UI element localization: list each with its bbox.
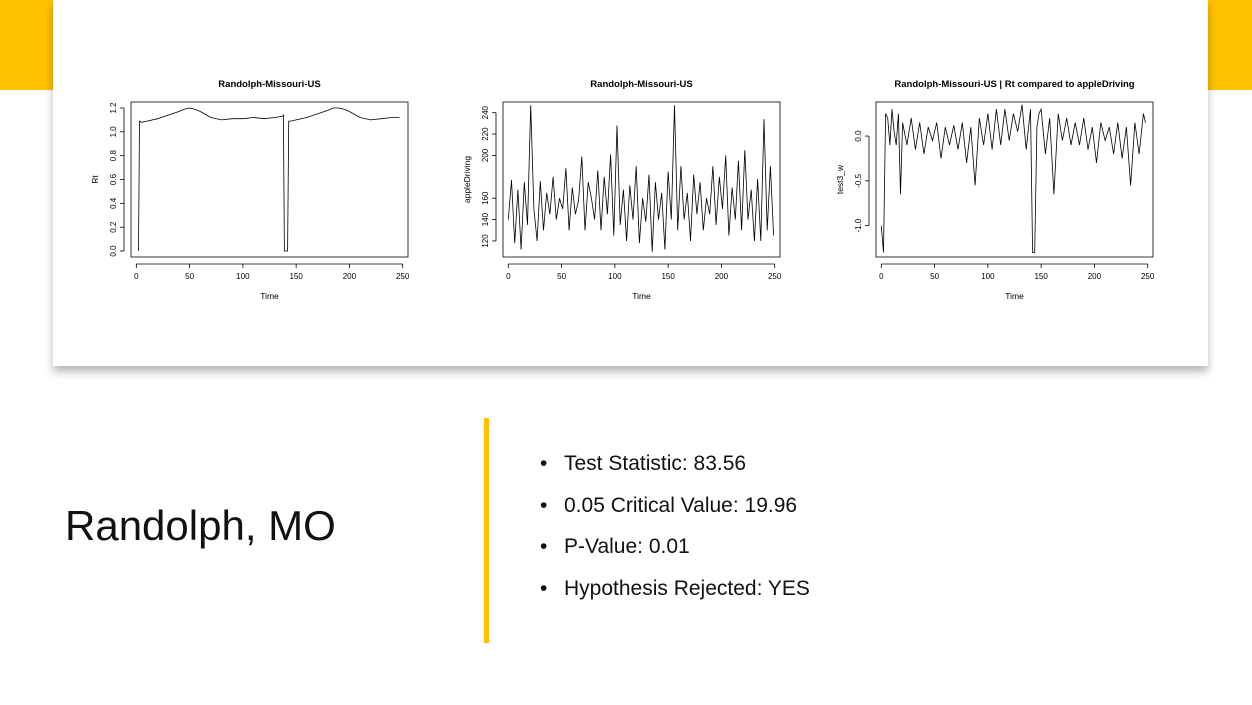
x-tick-label: 0 bbox=[879, 272, 884, 281]
stat-text: P-Value: 0.01 bbox=[564, 535, 690, 558]
x-axis-label: Time bbox=[260, 291, 279, 301]
chart-title: Randolph-Missouri-US | Rt compared to ap… bbox=[894, 79, 1134, 90]
x-tick-label: 0 bbox=[134, 272, 139, 281]
y-tick-label: -0.5 bbox=[854, 173, 863, 187]
x-axis-label: Time bbox=[1005, 291, 1024, 301]
y-tick-label: 0.0 bbox=[854, 130, 863, 142]
series-line bbox=[507, 105, 774, 252]
plot-frame bbox=[502, 101, 781, 258]
x-axis-label: Time bbox=[632, 291, 651, 301]
y-tick-label: 0.8 bbox=[109, 150, 118, 162]
x-tick-label: 150 bbox=[289, 272, 303, 281]
x-tick-label: 0 bbox=[506, 272, 511, 281]
stat-text: Test Statistic: 83.56 bbox=[564, 452, 747, 475]
bullet-icon: • bbox=[540, 535, 548, 558]
chart-rt-compared-svg: Randolph-Missouri-US | Rt compared to ap… bbox=[835, 79, 1155, 301]
y-tick-label: -1.0 bbox=[854, 218, 863, 232]
y-tick-label: 120 bbox=[481, 234, 490, 248]
y-tick-label: 140 bbox=[481, 212, 490, 226]
x-tick-label: 100 bbox=[608, 272, 622, 281]
bullet-icon: • bbox=[540, 452, 548, 475]
accent-bar-left bbox=[0, 0, 53, 90]
y-tick-label: 0.0 bbox=[109, 245, 118, 257]
chart-rt: Randolph-Missouri-US 0 50 100 150 200 250 Time 0… bbox=[83, 72, 428, 302]
y-tick-label: 0.2 bbox=[109, 221, 118, 233]
accent-bar-right bbox=[1208, 0, 1252, 90]
y-tick-label: 1.2 bbox=[109, 102, 118, 114]
stats-list: • Test Statistic: 83.56 • 0.05 Critical Va… bbox=[540, 452, 810, 618]
x-tick-label: 150 bbox=[1034, 272, 1048, 281]
chart-title: Randolph-Missouri-US bbox=[590, 79, 692, 90]
x-tick-label: 200 bbox=[715, 272, 729, 281]
x-tick-label: 50 bbox=[930, 272, 939, 281]
bullet-icon: • bbox=[540, 576, 548, 600]
place-title: Randolph, MO bbox=[65, 502, 336, 549]
x-tick-label: 50 bbox=[557, 272, 566, 281]
chart-title: Randolph-Missouri-US bbox=[218, 79, 320, 90]
y-axis-label: Rt bbox=[90, 175, 100, 184]
stat-text: Hypothesis Rejected: YES bbox=[564, 576, 810, 600]
stat-text: 0.05 Critical Value: 19.96 bbox=[564, 493, 798, 517]
bullet-icon: • bbox=[540, 493, 548, 517]
x-tick-label: 250 bbox=[1141, 272, 1155, 281]
y-tick-label: 0.6 bbox=[109, 173, 118, 185]
x-tick-label: 200 bbox=[343, 272, 357, 281]
chart-rt-compared: Randolph-Missouri-US | Rt compared to ap… bbox=[828, 72, 1173, 302]
divider-bar bbox=[484, 418, 489, 643]
stat-test-statistic: • Test Statistic: 83.56 bbox=[540, 452, 810, 494]
plot-frame bbox=[130, 101, 409, 258]
x-tick-label: 250 bbox=[768, 272, 782, 281]
x-tick-label: 100 bbox=[981, 272, 995, 281]
x-tick-label: 100 bbox=[236, 272, 250, 281]
y-tick-label: 240 bbox=[481, 105, 490, 119]
chart-apple-driving-svg: Randolph-Missouri-US 0 50 100 150 200 250 Time 1… bbox=[462, 79, 782, 301]
stat-hypothesis-rejected: • Hypothesis Rejected: YES bbox=[540, 577, 810, 619]
x-tick-label: 250 bbox=[396, 272, 410, 281]
chart-panel: Randolph-Missouri-US 0 50 100 150 200 250 Time 0… bbox=[53, 0, 1208, 366]
y-tick-label: 0.4 bbox=[109, 197, 118, 209]
chart-rt-svg: Randolph-Missouri-US 0 50 100 150 200 250 Time 0… bbox=[90, 79, 410, 301]
series-line bbox=[880, 104, 1146, 253]
y-axis-label: test3_w bbox=[835, 164, 845, 194]
y-tick-label: 1.0 bbox=[109, 126, 118, 138]
series-line bbox=[138, 107, 400, 252]
chart-apple-driving: Randolph-Missouri-US 0 50 100 150 200 250 Time 1… bbox=[455, 72, 800, 302]
y-tick-label: 220 bbox=[481, 127, 490, 141]
x-tick-label: 200 bbox=[1088, 272, 1102, 281]
plot-frame bbox=[875, 101, 1154, 258]
y-axis-label: appleDriving bbox=[462, 156, 472, 204]
y-tick-label: 160 bbox=[481, 191, 490, 205]
x-tick-label: 50 bbox=[185, 272, 194, 281]
stat-critical-value: • 0.05 Critical Value: 19.96 bbox=[540, 494, 810, 536]
stat-p-value: • P-Value: 0.01 bbox=[540, 535, 810, 577]
x-tick-label: 150 bbox=[661, 272, 675, 281]
y-tick-label: 200 bbox=[481, 148, 490, 162]
